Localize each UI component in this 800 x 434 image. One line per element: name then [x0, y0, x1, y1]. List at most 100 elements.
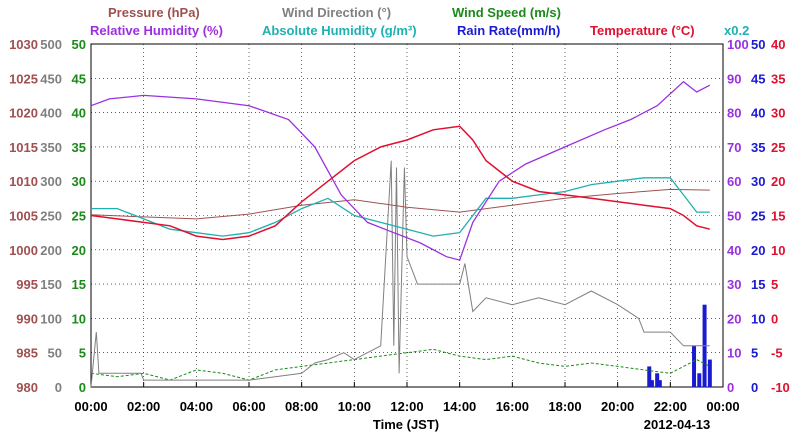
y-tick-label-wind-speed: 15	[72, 277, 86, 292]
y-tick-label-wind-speed: 5	[79, 346, 86, 361]
y-tick-label-wind-direction: 350	[40, 140, 62, 155]
y-tick-label-relative-humidity: 0	[727, 380, 734, 395]
x-tick-label: 06:00	[232, 399, 265, 414]
y-tick-label-relative-humidity: 100	[727, 37, 749, 52]
y-tick-label-relative-humidity: 30	[727, 277, 741, 292]
y-tick-label-temperature: 35	[771, 71, 785, 86]
y-tick-label-temperature: 5	[771, 277, 778, 292]
y-tick-label-wind-direction: 300	[40, 174, 62, 189]
y-tick-label-wind-direction: 250	[40, 209, 62, 224]
y-tick-label-pressure: 1020	[9, 106, 38, 121]
y-tick-label-temperature: -10	[771, 380, 790, 395]
legend-entry: Temperature (°C)	[590, 23, 695, 38]
x-tick-label: 22:00	[654, 399, 687, 414]
y-tick-label-temperature: 20	[771, 174, 785, 189]
y-tick-label-rain-rate: 30	[751, 174, 765, 189]
y-tick-label-rain-rate: 15	[751, 277, 765, 292]
y-tick-label-temperature: 15	[771, 209, 785, 224]
y-tick-label-temperature: 25	[771, 140, 785, 155]
y-tick-label-wind-direction: 0	[55, 380, 62, 395]
y-tick-label-temperature: 0	[771, 311, 778, 326]
y-tick-label-pressure: 990	[16, 311, 38, 326]
y-tick-label-wind-direction: 450	[40, 71, 62, 86]
y-tick-label-relative-humidity: 70	[727, 140, 741, 155]
legend-entry: Wind Speed (m/s)	[452, 5, 561, 20]
y-tick-label-rain-rate: 50	[751, 37, 765, 52]
x-axis-label: Time (JST)	[373, 417, 439, 432]
x-tick-label: 12:00	[390, 399, 423, 414]
y-tick-label-pressure: 1015	[9, 140, 38, 155]
rain-rate-bar	[657, 380, 662, 387]
rain-rate-bar	[649, 380, 654, 387]
y-tick-label-wind-direction: 150	[40, 277, 62, 292]
y-tick-label-pressure: 980	[16, 380, 38, 395]
y-tick-label-wind-speed: 25	[72, 209, 86, 224]
y-tick-label-wind-speed: 30	[72, 174, 86, 189]
y-tick-label-rain-rate: 10	[751, 311, 765, 326]
rain-rate-bar	[707, 359, 712, 387]
y-tick-label-pressure: 1005	[9, 209, 38, 224]
x-tick-label: 08:00	[285, 399, 318, 414]
x-tick-label: 16:00	[496, 399, 529, 414]
y-tick-label-wind-speed: 40	[72, 106, 86, 121]
chart-plot-area	[90, 80, 712, 388]
y-tick-label-wind-speed: 35	[72, 140, 86, 155]
chart-legend: Pressure (hPa) Wind Direction (°) Wind Spe…	[90, 5, 749, 38]
x-tick-label: 18:00	[548, 399, 581, 414]
y-tick-label-wind-direction: 200	[40, 243, 62, 258]
legend-entry: Absolute Humidity (g/m³)	[262, 23, 417, 38]
y-tick-label-temperature: 40	[771, 37, 785, 52]
y-tick-label-relative-humidity: 10	[727, 346, 741, 361]
y-tick-label-rain-rate: 45	[751, 71, 765, 86]
y-tick-label-rain-rate: 40	[751, 106, 765, 121]
series-line-wind-speed-m-s	[90, 348, 711, 381]
x-tick-label: 04:00	[180, 399, 213, 414]
chart-axes: 00:00 02:00 04:00 06:00 08:00 10:00 12:00 14:00…	[9, 37, 790, 414]
y-tick-label-wind-speed: 45	[72, 71, 86, 86]
legend-entry: Rain Rate(mm/h)	[457, 23, 560, 38]
y-tick-label-pressure: 985	[16, 346, 38, 361]
series-line-pressure-hpa	[90, 188, 710, 220]
series-line-temperature-c	[90, 125, 710, 241]
y-tick-label-wind-speed: 0	[79, 380, 86, 395]
rain-rate-bar	[655, 373, 660, 387]
y-tick-label-pressure: 1030	[9, 37, 38, 52]
rain-rate-bar	[647, 366, 652, 387]
y-tick-label-temperature: 10	[771, 243, 785, 258]
legend-entry: Pressure (hPa)	[108, 5, 200, 20]
x-tick-label: 00:00	[706, 399, 739, 414]
x-tick-label: 02:00	[127, 399, 160, 414]
date-label: 2012-04-13	[644, 417, 711, 432]
rain-rate-bar	[697, 373, 702, 387]
series-line-absolute-humidity-g-m	[91, 177, 710, 237]
y-tick-label-wind-speed: 10	[72, 311, 86, 326]
rain-rate-bar	[692, 345, 697, 387]
x-tick-label: 10:00	[338, 399, 371, 414]
y-tick-label-wind-direction: 50	[48, 346, 62, 361]
y-tick-label-relative-humidity: 90	[727, 71, 741, 86]
y-tick-label-rain-rate: 5	[751, 346, 758, 361]
y-tick-label-pressure: 995	[16, 277, 38, 292]
y-tick-label-rain-rate: 20	[751, 243, 765, 258]
y-tick-label-relative-humidity: 40	[727, 243, 741, 258]
y-tick-label-pressure: 1010	[9, 174, 38, 189]
y-tick-label-relative-humidity: 80	[727, 106, 741, 121]
y-tick-label-temperature: -5	[771, 346, 783, 361]
y-tick-label-relative-humidity: 20	[727, 311, 741, 326]
y-tick-label-wind-direction: 100	[40, 311, 62, 326]
y-tick-label-wind-speed: 50	[72, 37, 86, 52]
x-tick-label: 14:00	[443, 399, 476, 414]
scale-note: x0.2	[724, 23, 749, 38]
y-tick-label-relative-humidity: 50	[727, 209, 741, 224]
y-tick-label-rain-rate: 35	[751, 140, 765, 155]
legend-entry: Relative Humidity (%)	[90, 23, 223, 38]
series-line-wind-direction	[90, 160, 710, 388]
legend-entry: Wind Direction (°)	[282, 5, 391, 20]
y-tick-label-relative-humidity: 60	[727, 174, 741, 189]
y-tick-label-rain-rate: 0	[751, 380, 758, 395]
x-tick-label: 20:00	[601, 399, 634, 414]
y-tick-label-wind-speed: 20	[72, 243, 86, 258]
chart-grid	[90, 43, 724, 388]
y-tick-label-wind-direction: 500	[40, 37, 62, 52]
y-tick-label-pressure: 1025	[9, 71, 38, 86]
